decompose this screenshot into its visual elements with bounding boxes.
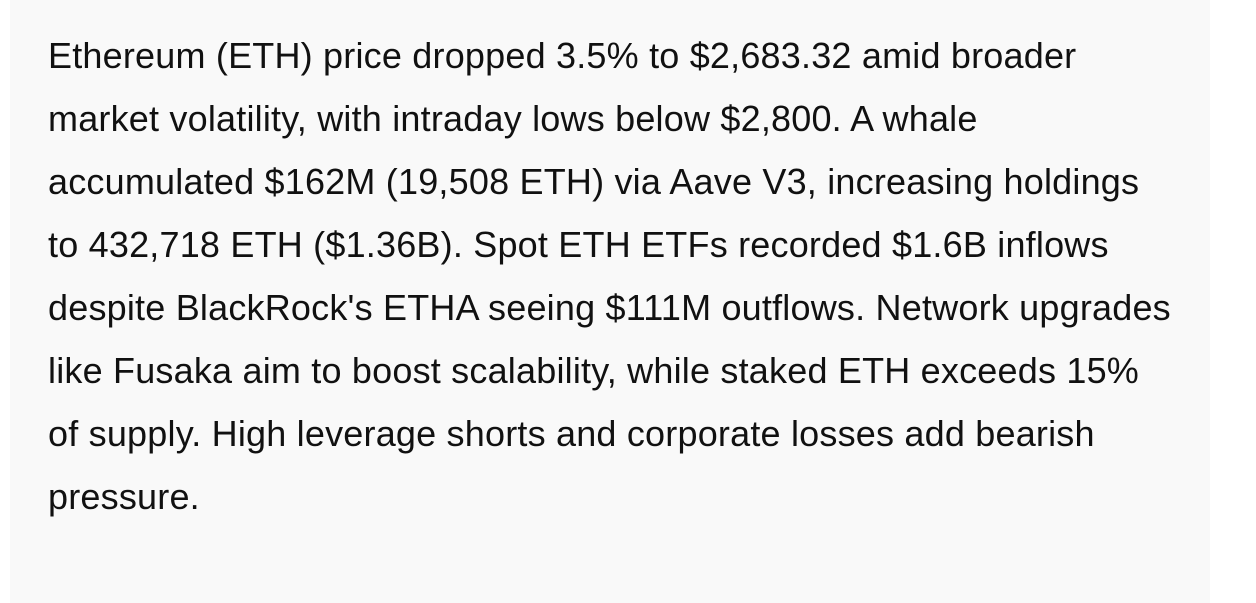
summary-text: Ethereum (ETH) price dropped 3.5% to $2,… [48,35,1171,517]
summary-card: Ethereum (ETH) price dropped 3.5% to $2,… [10,0,1210,603]
